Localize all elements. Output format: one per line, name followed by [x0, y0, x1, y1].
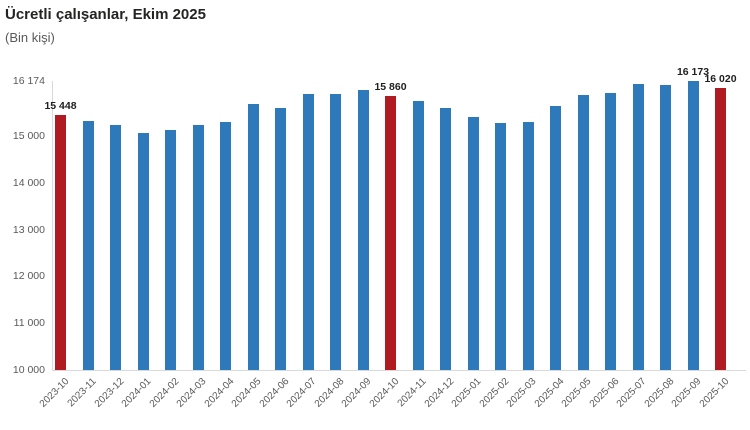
y-tick-label: 13 000 — [12, 223, 45, 236]
y-tick-label: 14 000 — [12, 176, 45, 189]
bar-2025-10[interactable] — [715, 88, 726, 370]
x-tick-label-2023-11: 2023-11 — [65, 376, 99, 410]
bar-2024-11[interactable] — [412, 101, 424, 370]
chart-title: Ücretli çalışanlar, Ekim 2025 — [5, 6, 206, 23]
bar-2025-02[interactable] — [495, 122, 506, 370]
x-tick-label-2024-10: 2024-10 — [367, 376, 402, 410]
x-tick-label-2025-10: 2025-10 — [697, 376, 732, 410]
x-tick-label-2024-12: 2024-12 — [422, 376, 457, 410]
x-tick-label-2025-08: 2025-08 — [642, 376, 677, 410]
bar-2025-01[interactable] — [467, 117, 479, 370]
x-tick-label-2025-06: 2025-06 — [587, 376, 622, 410]
data-label-2025-10: 16 020 — [704, 73, 737, 86]
bar-2024-12[interactable] — [440, 107, 451, 370]
bar-2024-10[interactable] — [385, 95, 396, 370]
x-tick-label-2024-06: 2024-06 — [257, 376, 292, 410]
bar-2025-09[interactable] — [687, 81, 699, 370]
x-tick-label-2024-02: 2024-02 — [147, 376, 182, 410]
data-label-2025-09: 16 173 — [676, 66, 710, 79]
data-label-2023-10: 15 448 — [44, 99, 77, 112]
plot-area — [52, 81, 746, 371]
y-tick-label: 11 000 — [13, 317, 45, 330]
bar-2024-06[interactable] — [275, 108, 286, 370]
y-tick-label: 16 174 — [12, 75, 45, 87]
chart-subtitle: (Bin kişi) — [5, 30, 55, 45]
x-tick-label-2024-11: 2024-11 — [395, 376, 429, 410]
bar-2024-01[interactable] — [137, 133, 149, 370]
bar-2024-04[interactable] — [220, 122, 231, 370]
bar-2025-05[interactable] — [577, 95, 589, 370]
y-tick-label: 12 000 — [12, 270, 45, 283]
bar-2025-06[interactable] — [605, 92, 616, 370]
bar-2024-09[interactable] — [357, 89, 369, 370]
x-tick-label-2025-02: 2025-02 — [477, 376, 512, 410]
bar-2025-03[interactable] — [522, 121, 534, 370]
bar-2025-08[interactable] — [660, 85, 671, 370]
bar-2023-12[interactable] — [110, 124, 121, 370]
x-tick-label-2023-12: 2023-12 — [92, 376, 127, 410]
bar-2024-02[interactable] — [165, 130, 176, 370]
data-label-2024-10: 15 860 — [374, 80, 407, 93]
bar-2023-10[interactable] — [55, 114, 66, 370]
bar-2025-04[interactable] — [550, 105, 561, 370]
bar-2024-08[interactable] — [330, 94, 341, 370]
x-tick-label-2024-08: 2024-08 — [312, 376, 347, 410]
bar-2024-07[interactable] — [302, 94, 314, 370]
bar-2024-05[interactable] — [247, 103, 259, 370]
y-tick-label: 15 000 — [12, 129, 45, 142]
bar-2024-03[interactable] — [192, 125, 204, 370]
bar-2023-11[interactable] — [82, 121, 94, 370]
x-tick-label-2023-10: 2023-10 — [37, 376, 72, 410]
x-tick-label-2025-04: 2025-04 — [532, 376, 567, 410]
y-tick-label: 10 000 — [12, 364, 45, 376]
bar-2025-07[interactable] — [632, 84, 644, 370]
x-tick-label-2024-04: 2024-04 — [202, 376, 237, 410]
